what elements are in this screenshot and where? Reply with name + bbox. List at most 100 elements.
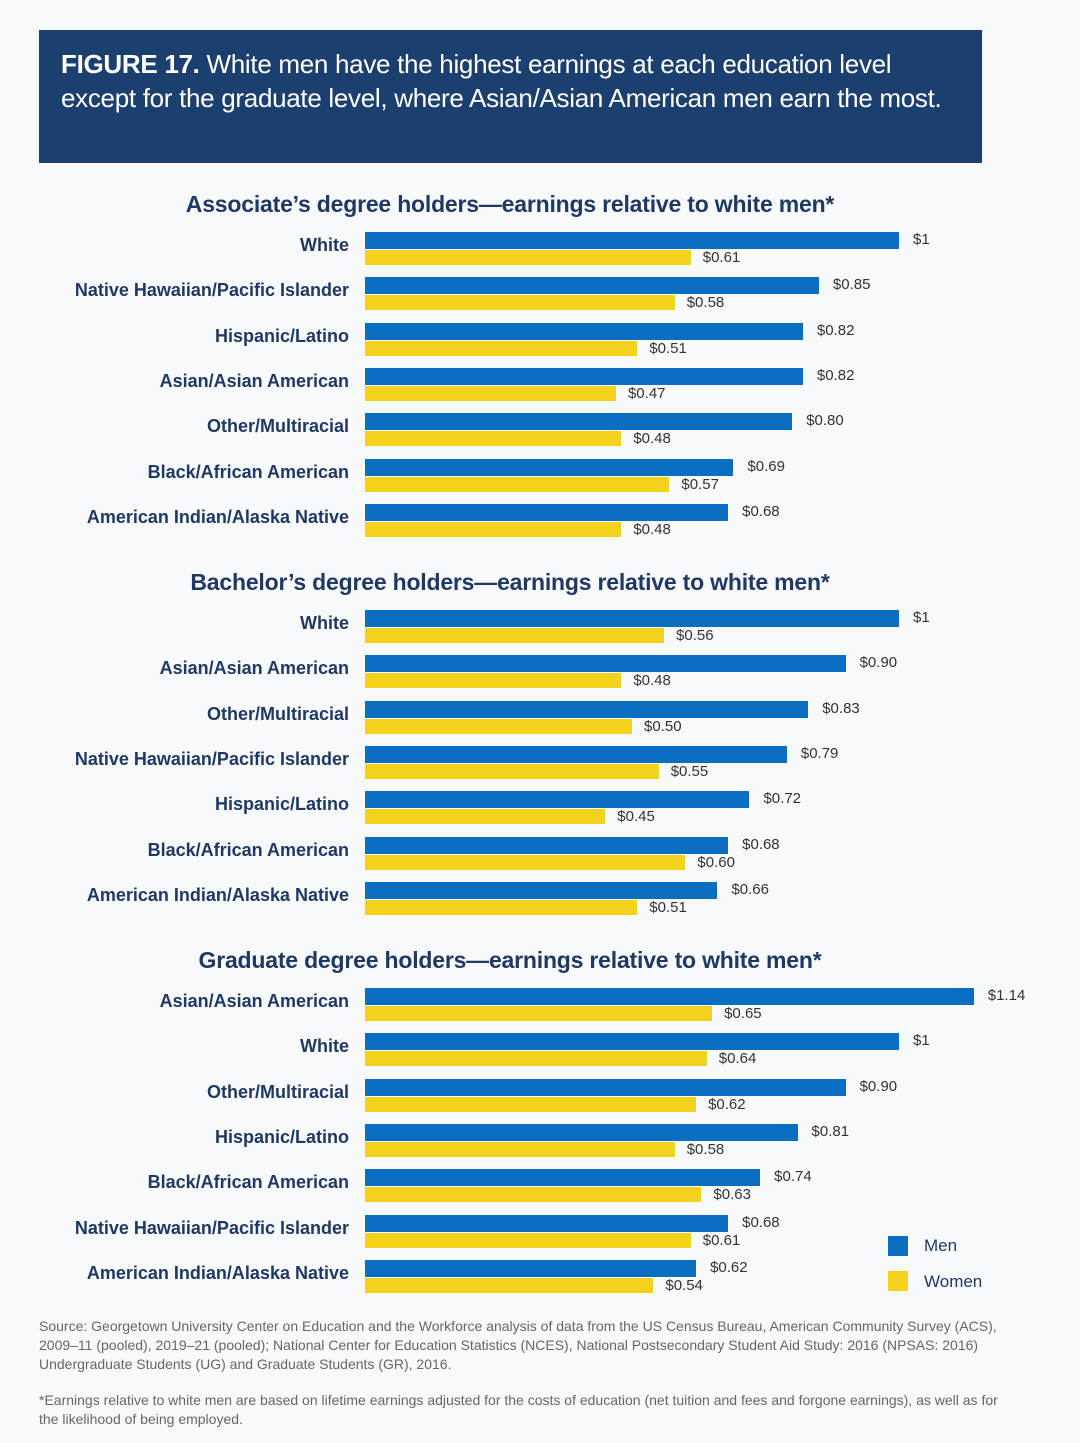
value-label-women: $0.48	[633, 672, 671, 690]
bar-men	[365, 1214, 729, 1232]
category-label: White	[300, 235, 349, 255]
value-label-women: $0.56	[676, 627, 714, 644]
bar-men	[365, 610, 899, 627]
bar-men	[365, 232, 899, 249]
value-label-women: $0.60	[697, 853, 735, 871]
category-label: Native Hawaiian/Pacific Islander	[74, 748, 349, 769]
bar-women	[365, 385, 616, 401]
category-label: White	[300, 1036, 349, 1057]
value-label-women: $0.58	[686, 294, 725, 312]
chart-title-graduate: Graduate degree holders—earnings relativ…	[198, 947, 822, 973]
value-label-men: $0.81	[811, 1122, 850, 1140]
bar-women	[365, 763, 659, 779]
bar-men	[365, 367, 803, 385]
value-label-men: $1.14	[987, 987, 1026, 1004]
bar-women	[365, 340, 638, 356]
value-label-women: $0.62	[708, 1095, 746, 1113]
bar-men	[365, 1169, 761, 1187]
value-label-women: $0.45	[617, 808, 655, 826]
category-label: Black/African American	[147, 461, 349, 482]
category-label: Other/Multiracial	[206, 703, 349, 724]
bar-men	[365, 322, 803, 340]
value-label-women: $0.55	[670, 762, 709, 780]
bar-women	[365, 476, 670, 492]
value-label-women: $0.64	[718, 1050, 757, 1068]
category-label: American Indian/Alaska Native	[86, 506, 349, 527]
category-label: Hispanic/Latino	[214, 794, 349, 815]
category-label: Asian/Asian American	[159, 370, 349, 391]
value-label-men: $0.82	[816, 366, 855, 384]
bar-men	[365, 836, 729, 854]
footnote: *Earnings relative to white men are base…	[39, 1392, 998, 1427]
value-label-women: $0.48	[633, 430, 671, 448]
bar-women	[365, 899, 638, 915]
value-label-men: $0.69	[747, 457, 785, 475]
chart-title-bachelor: Bachelor’s degree holders—earnings relat…	[190, 569, 830, 595]
value-label-women: $0.51	[649, 339, 687, 357]
bar-women	[365, 1051, 707, 1067]
value-label-men: $0.85	[832, 276, 871, 294]
bar-women	[365, 1141, 675, 1157]
bar-women	[365, 628, 665, 643]
value-label-men: $0.66	[731, 880, 769, 898]
value-label-men: $1	[913, 609, 930, 626]
value-label-women: $0.51	[649, 898, 687, 916]
legend-men-label: Men	[924, 1236, 958, 1255]
value-label-men: $0.80	[806, 412, 844, 430]
value-label-men: $0.68	[742, 835, 780, 853]
bar-women	[365, 250, 691, 265]
bar-men	[365, 655, 846, 673]
category-label: Asian/Asian American	[159, 991, 349, 1011]
value-label-women: $0.48	[633, 520, 671, 538]
category-label: Other/Multiracial	[206, 1081, 349, 1102]
value-label-women: $0.58	[686, 1140, 725, 1158]
bar-women	[365, 1232, 691, 1248]
category-label: Native Hawaiian/Pacific Islander	[74, 1217, 349, 1238]
category-label: White	[300, 613, 349, 633]
bar-men	[365, 988, 974, 1005]
bar-women	[365, 809, 606, 825]
bar-men	[365, 1123, 798, 1141]
value-label-men: $0.74	[774, 1168, 812, 1186]
figure-header: FIGURE 17. White men have the highest ea…	[39, 30, 982, 163]
bar-women	[365, 295, 675, 311]
value-label-women: $0.50	[644, 717, 682, 735]
bar-women	[365, 1187, 702, 1203]
value-label-men: $1	[913, 231, 930, 248]
bar-men	[365, 1259, 697, 1277]
bar-men	[365, 745, 787, 763]
bar-women	[365, 718, 632, 734]
value-label-men: $0.68	[742, 502, 780, 520]
bar-men	[365, 277, 819, 295]
value-label-women: $0.57	[681, 475, 719, 493]
category-label: Black/African American	[147, 839, 349, 860]
category-label: Hispanic/Latino	[214, 325, 349, 346]
chart-title-associate: Associate’s degree holders—earnings rela…	[185, 191, 835, 217]
category-label: Black/African American	[147, 1172, 349, 1193]
bar-men	[365, 413, 793, 431]
category-label: American Indian/Alaska Native	[86, 1262, 349, 1283]
value-label-men: $0.68	[742, 1213, 780, 1231]
value-label-men: $0.79	[800, 744, 839, 762]
category-label: Asian/Asian American	[159, 658, 349, 679]
figure-title: White men have the highest earnings at e…	[61, 49, 942, 113]
bar-men	[365, 791, 750, 809]
bar-men	[365, 503, 729, 521]
bar-women	[365, 431, 622, 447]
bar-women	[365, 673, 622, 689]
bar-women	[365, 1096, 697, 1112]
bar-women	[365, 1006, 713, 1021]
legend-women-swatch	[888, 1271, 908, 1291]
bar-men	[365, 881, 718, 899]
value-label-men: $0.90	[859, 1077, 898, 1095]
category-label: Native Hawaiian/Pacific Islander	[74, 280, 349, 301]
value-label-women: $0.61	[702, 1231, 741, 1249]
legend-women-label: Women	[924, 1272, 983, 1291]
bar-women	[365, 521, 622, 537]
value-label-men: $1	[913, 1032, 930, 1050]
value-label-women: $0.65	[724, 1005, 762, 1022]
source-note: Source: Georgetown University Center on …	[39, 1318, 997, 1372]
category-label: Other/Multiracial	[206, 416, 349, 437]
value-label-women: $0.61	[702, 249, 741, 266]
